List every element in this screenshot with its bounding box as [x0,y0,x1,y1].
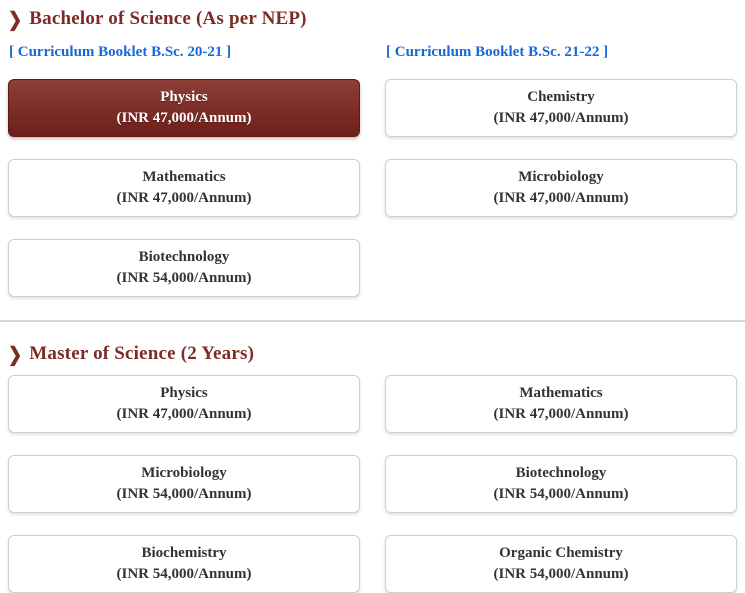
course-name: Mathematics [519,384,603,401]
course-fee: (INR 47,000/Annum) [116,406,252,422]
section-title-msc: Master of Science (2 Years) [29,343,255,364]
course-fee: (INR 54,000/Annum) [493,486,629,502]
section-divider [0,320,745,322]
course-grid-bsc: Physics (INR 47,000/Annum) Chemistry (IN… [8,79,737,297]
course-name: Organic Chemistry [499,544,623,561]
booklet-link-bsc-21-22[interactable]: [ Curriculum Booklet B.Sc. 21-22 ] [386,44,609,60]
course-name: Biochemistry [141,544,227,561]
course-name: Microbiology [141,464,227,481]
section-header-bsc[interactable]: ❯ Bachelor of Science (As per NEP) [8,8,737,30]
course-grid-msc: Physics (INR 47,000/Annum) Mathematics (… [8,375,737,593]
chevron-right-icon: ❯ [8,343,23,366]
course-card[interactable]: Physics (INR 47,000/Annum) [8,79,360,137]
course-card[interactable]: Microbiology (INR 47,000/Annum) [385,159,737,217]
course-card[interactable]: Biochemistry (INR 54,000/Annum) [8,535,360,593]
course-fee: (INR 47,000/Annum) [493,406,629,422]
course-name: Microbiology [518,168,604,185]
course-fee: (INR 54,000/Annum) [116,270,252,286]
course-fee: (INR 54,000/Annum) [493,566,629,582]
course-fee: (INR 47,000/Annum) [493,190,629,206]
course-fee: (INR 54,000/Annum) [116,486,252,502]
chevron-right-icon: ❯ [8,8,23,31]
course-card[interactable]: Mathematics (INR 47,000/Annum) [8,159,360,217]
course-fee: (INR 47,000/Annum) [116,190,252,206]
course-name: Mathematics [142,168,226,185]
course-name: Chemistry [527,88,595,105]
section-title-bsc: Bachelor of Science (As per NEP) [29,8,307,29]
course-card[interactable]: Physics (INR 47,000/Annum) [8,375,360,433]
section-header-msc[interactable]: ❯ Master of Science (2 Years) [8,343,737,365]
section-bsc: ❯ Bachelor of Science (As per NEP) [ Cur… [8,8,737,297]
course-fee: (INR 47,000/Annum) [116,110,252,126]
course-card[interactable]: Biotechnology (INR 54,000/Annum) [385,455,737,513]
course-fee: (INR 47,000/Annum) [493,110,629,126]
course-fee: (INR 54,000/Annum) [116,566,252,582]
course-card[interactable]: Microbiology (INR 54,000/Annum) [8,455,360,513]
course-name: Physics [160,88,208,105]
course-card[interactable]: Chemistry (INR 47,000/Annum) [385,79,737,137]
booklet-link-bsc-20-21[interactable]: [ Curriculum Booklet B.Sc. 20-21 ] [9,44,232,60]
section-msc: ❯ Master of Science (2 Years) Physics (I… [8,343,737,593]
booklet-links-row: [ Curriculum Booklet B.Sc. 20-21 ] [ Cur… [8,44,737,61]
course-card[interactable]: Mathematics (INR 47,000/Annum) [385,375,737,433]
course-name: Biotechnology [515,464,607,481]
course-name: Biotechnology [138,248,230,265]
course-card[interactable]: Organic Chemistry (INR 54,000/Annum) [385,535,737,593]
course-name: Physics [160,384,208,401]
course-card[interactable]: Biotechnology (INR 54,000/Annum) [8,239,360,297]
